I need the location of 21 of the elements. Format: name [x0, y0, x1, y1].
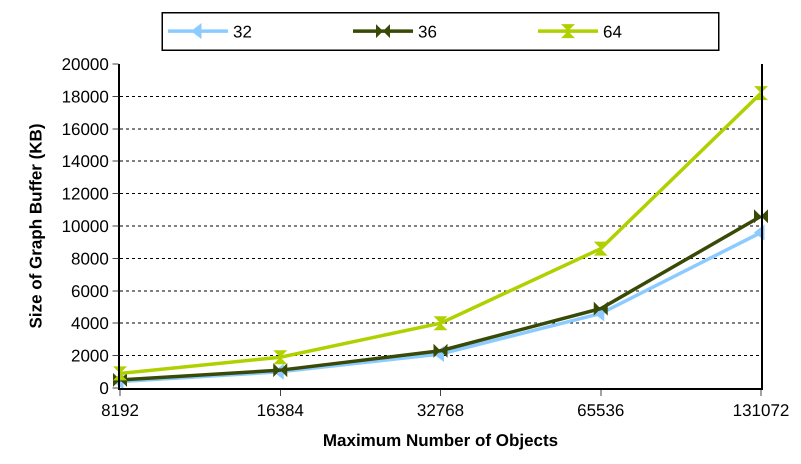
- y-tick-label: 10000: [62, 216, 109, 236]
- y-tick-label: 4000: [71, 314, 109, 334]
- y-tick-label: 14000: [62, 152, 109, 172]
- y-tick-label: 8000: [71, 249, 109, 268]
- y-axis-title: Size of Graph Buffer (KB): [26, 124, 46, 328]
- legend-label: 36: [418, 22, 437, 42]
- legend-label: 32: [233, 22, 252, 42]
- x-tick-label: 131072: [732, 401, 790, 420]
- y-tick-label: 16000: [62, 120, 109, 139]
- y-tick-label: 20000: [62, 54, 109, 74]
- y-tick-label: 12000: [62, 184, 109, 204]
- x-axis-title: Maximum Number of Objects: [322, 431, 558, 450]
- legend-label: 64: [603, 22, 622, 42]
- y-tick-label: 0: [99, 378, 109, 398]
- x-tick-label: 32768: [416, 401, 464, 420]
- x-tick-label: 8192: [101, 401, 139, 420]
- x-tick-label: 16384: [256, 401, 304, 420]
- y-tick-label: 2000: [71, 346, 109, 366]
- y-tick-label: 18000: [62, 87, 109, 106]
- y-tick-label: 6000: [71, 282, 109, 301]
- x-tick-label: 65536: [577, 401, 624, 420]
